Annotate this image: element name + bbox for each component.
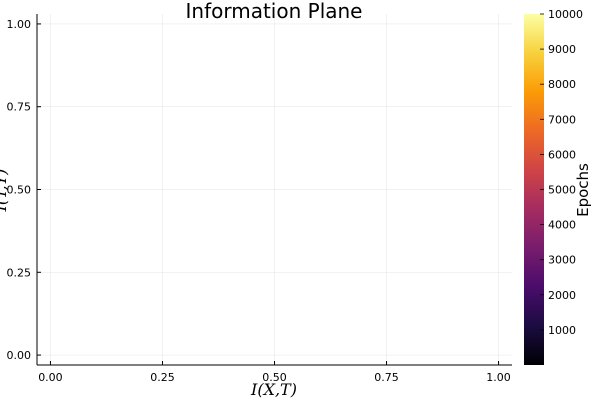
x-tick-label: 0.75: [374, 371, 399, 384]
colorbar-tick-label: 4000: [548, 219, 576, 232]
y-tick-label: 0.25: [7, 266, 32, 279]
colorbar-tick-label: 3000: [548, 254, 576, 267]
y-tick-label: 0.00: [7, 349, 32, 362]
grid-lines: [37, 14, 512, 365]
colorbar-label: Epochs: [574, 163, 592, 217]
y-tick-label: 0.75: [7, 101, 32, 114]
x-tick-label: 0.00: [38, 371, 63, 384]
colorbar-tick-label: 10000: [548, 8, 583, 21]
colorbar-tick-label: 5000: [548, 184, 576, 197]
colorbar-tick-label: 9000: [548, 43, 576, 56]
y-axis-ticks: 0.00 0.25 0.50 0.75 1.00: [7, 18, 41, 362]
chart-title: Information Plane: [186, 0, 363, 23]
x-axis-label: I(X,T): [250, 380, 297, 399]
colorbar-gradient: [524, 14, 544, 365]
plot-area: 0.00 0.25 0.50 0.75 1.00 0.00 0.25 0.50 0.75 1.0…: [7, 14, 512, 384]
y-tick-label: 0.50: [7, 184, 32, 197]
y-axis-label: I(T,Y): [0, 169, 10, 213]
colorbar-tick-label: 6000: [548, 148, 576, 161]
x-tick-label: 0.50: [262, 371, 287, 384]
colorbar-tick-label: 7000: [548, 113, 576, 126]
y-tick-label: 1.00: [7, 18, 32, 31]
x-tick-label: 0.25: [150, 371, 175, 384]
colorbar-ticks: 1000 2000 3000 4000 5000 6000 7000 8000 9000 1000…: [540, 8, 583, 337]
colorbar: 1000 2000 3000 4000 5000 6000 7000 8000 9000 1000…: [524, 8, 583, 365]
x-tick-label: 1.00: [486, 371, 511, 384]
colorbar-tick-label: 8000: [548, 78, 576, 91]
x-axis-ticks: 0.00 0.25 0.50 0.75 1.00: [38, 361, 511, 384]
colorbar-tick-label: 1000: [548, 324, 576, 337]
colorbar-tick-label: 2000: [548, 289, 576, 302]
